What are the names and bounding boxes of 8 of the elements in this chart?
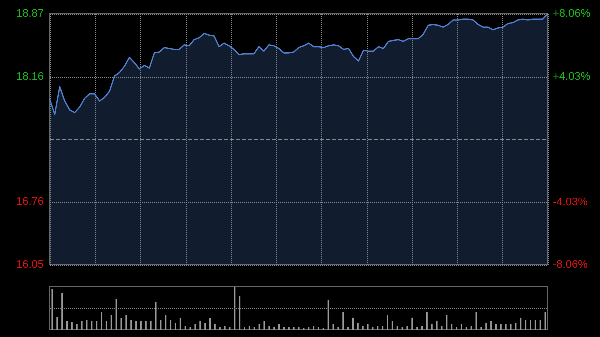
y2-tick-label: +8.06%: [553, 8, 591, 20]
y2-tick-label: +4.03%: [553, 70, 591, 83]
y-tick-label: 18.16: [16, 71, 44, 84]
y2-tick-label: -4.03%: [553, 196, 588, 208]
y-tick-label: 16.76: [16, 196, 44, 208]
y-tick-label: 16.05: [16, 259, 44, 271]
y-tick-label: 18.87: [16, 8, 44, 20]
y2-tick-label: -8.06%: [553, 259, 588, 271]
